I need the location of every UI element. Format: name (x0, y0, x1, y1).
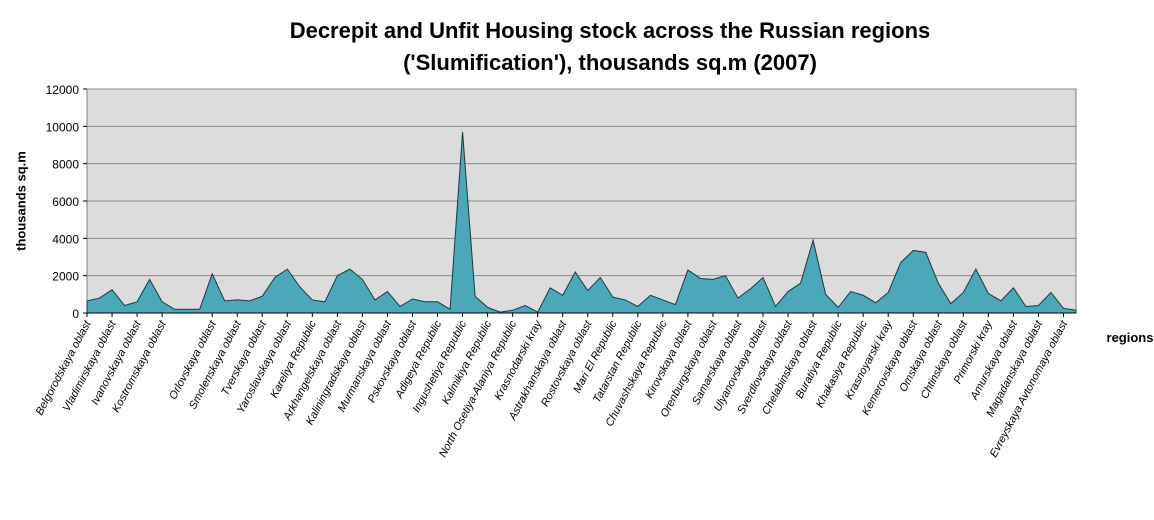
chart-title: Decrepit and Unfit Housing stock across … (290, 18, 931, 43)
x-axis-title: regions (1107, 330, 1154, 345)
y-tick-label: 2000 (52, 270, 79, 284)
y-axis-title: thousands sq.m (13, 151, 28, 251)
y-tick-label: 12000 (46, 83, 80, 97)
chart-title: ('Slumification'), thousands sq.m (2007) (403, 50, 817, 75)
y-tick-label: 10000 (46, 120, 80, 134)
area (86, 131, 1077, 314)
y-tick-label: 4000 (52, 232, 79, 246)
y-tick-label: 0 (72, 307, 79, 321)
y-tick-label: 6000 (52, 195, 79, 209)
y-tick-label: 8000 (52, 158, 79, 172)
